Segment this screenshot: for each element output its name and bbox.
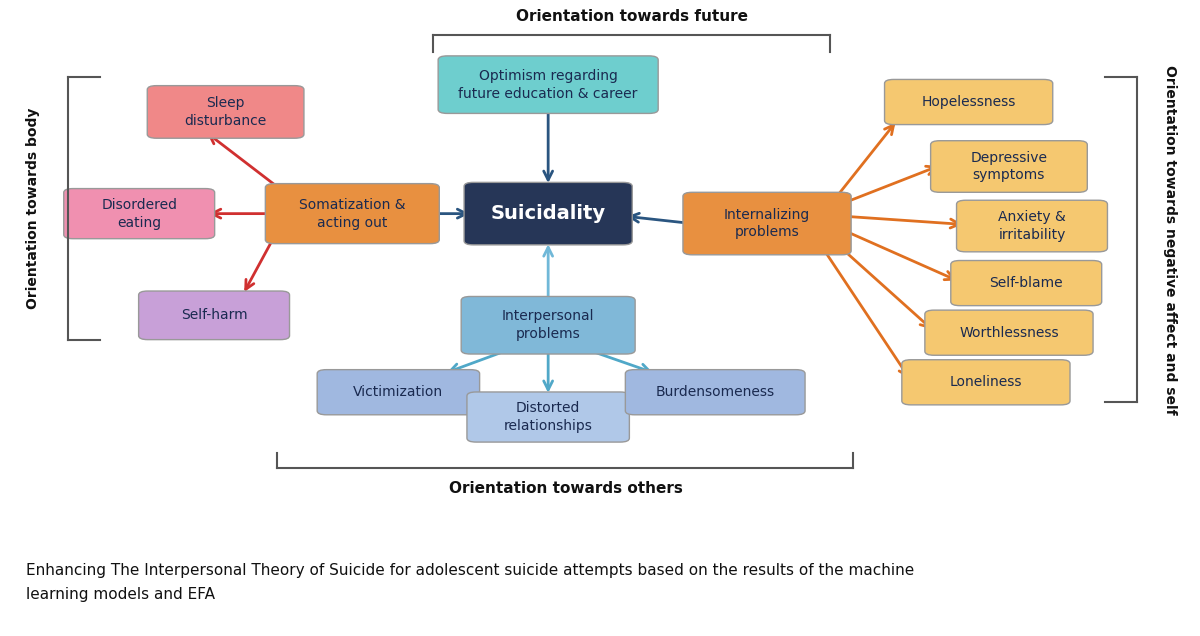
FancyBboxPatch shape xyxy=(884,80,1052,125)
FancyBboxPatch shape xyxy=(625,370,805,415)
FancyBboxPatch shape xyxy=(925,310,1093,356)
FancyBboxPatch shape xyxy=(464,183,632,245)
Text: Suicidality: Suicidality xyxy=(491,204,606,223)
Text: Somatization &
acting out: Somatization & acting out xyxy=(299,198,406,230)
Text: Anxiety &
irritability: Anxiety & irritability xyxy=(998,210,1066,242)
FancyBboxPatch shape xyxy=(438,56,658,113)
Text: Depressive
symptoms: Depressive symptoms xyxy=(971,151,1048,183)
Text: Burdensomeness: Burdensomeness xyxy=(655,385,775,399)
Text: Self-blame: Self-blame xyxy=(990,276,1063,290)
Text: Interpersonal
problems: Interpersonal problems xyxy=(502,309,594,341)
FancyBboxPatch shape xyxy=(317,370,480,415)
FancyBboxPatch shape xyxy=(902,360,1070,405)
FancyBboxPatch shape xyxy=(931,141,1087,192)
Text: Disordered
eating: Disordered eating xyxy=(101,198,178,230)
FancyBboxPatch shape xyxy=(467,392,629,442)
FancyBboxPatch shape xyxy=(265,184,439,244)
Text: Hopelessness: Hopelessness xyxy=(922,95,1016,109)
FancyBboxPatch shape xyxy=(64,189,215,238)
Text: Orientation towards negative affect and self: Orientation towards negative affect and … xyxy=(1163,65,1177,414)
FancyBboxPatch shape xyxy=(683,192,851,255)
Text: Worthlessness: Worthlessness xyxy=(959,326,1058,340)
Text: Enhancing The Interpersonal Theory of Suicide for adolescent suicide attempts ba: Enhancing The Interpersonal Theory of Su… xyxy=(26,563,914,602)
Text: Loneliness: Loneliness xyxy=(949,375,1022,389)
Text: Orientation towards body: Orientation towards body xyxy=(26,108,41,309)
FancyBboxPatch shape xyxy=(950,261,1102,306)
Text: Orientation towards future: Orientation towards future xyxy=(516,9,749,24)
FancyBboxPatch shape xyxy=(139,291,289,340)
Text: Internalizing
problems: Internalizing problems xyxy=(724,207,810,240)
Text: Self-harm: Self-harm xyxy=(181,308,247,322)
Text: Distorted
relationships: Distorted relationships xyxy=(504,401,593,433)
Text: Orientation towards others: Orientation towards others xyxy=(449,481,683,495)
FancyBboxPatch shape xyxy=(956,200,1108,252)
Text: Victimization: Victimization xyxy=(353,385,444,399)
Text: Sleep
disturbance: Sleep disturbance xyxy=(185,96,266,128)
FancyBboxPatch shape xyxy=(148,86,304,138)
Text: Optimism regarding
future education & career: Optimism regarding future education & ca… xyxy=(458,69,638,100)
FancyBboxPatch shape xyxy=(461,296,635,354)
